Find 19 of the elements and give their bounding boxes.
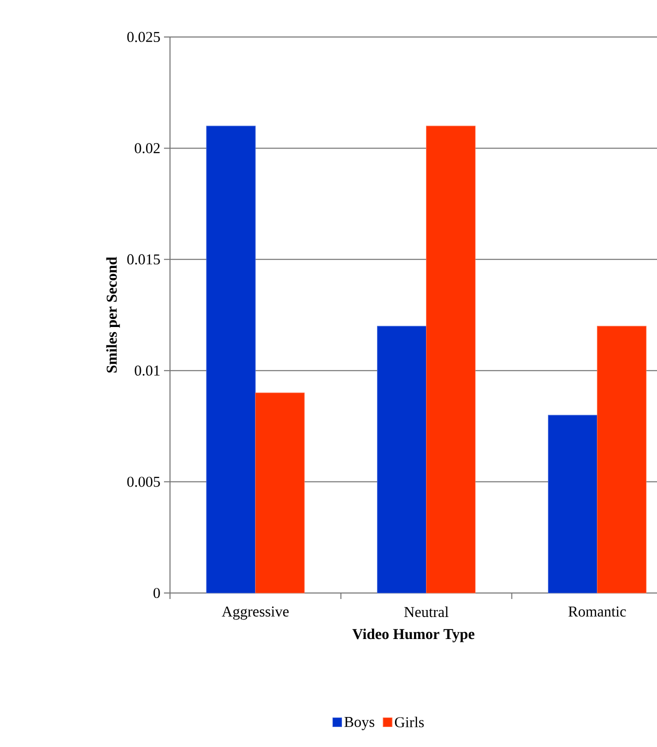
bar xyxy=(377,326,427,594)
bar xyxy=(255,392,305,594)
x-tick-label: Aggressive xyxy=(222,606,289,620)
y-tick-label: 0.015 xyxy=(127,254,160,264)
legend-label: Girls xyxy=(394,716,424,728)
bar xyxy=(596,326,646,594)
bar xyxy=(548,414,598,594)
y-tick-label: 0.01 xyxy=(134,366,160,376)
bar xyxy=(206,126,256,594)
bar xyxy=(426,126,476,594)
y-tick-label: 0.025 xyxy=(127,32,160,42)
y-axis-title: Smiles per Second xyxy=(106,256,120,373)
legend-label: Boys xyxy=(344,717,374,730)
y-tick-label: 0.005 xyxy=(127,476,160,487)
x-tick-label: Neutral xyxy=(404,606,448,618)
x-tick-label: Romantic xyxy=(568,606,626,617)
y-tick-label: 0 xyxy=(154,588,160,598)
x-axis-title: Video Humor Type xyxy=(352,628,474,642)
y-tick-label: 0.02 xyxy=(134,143,160,154)
